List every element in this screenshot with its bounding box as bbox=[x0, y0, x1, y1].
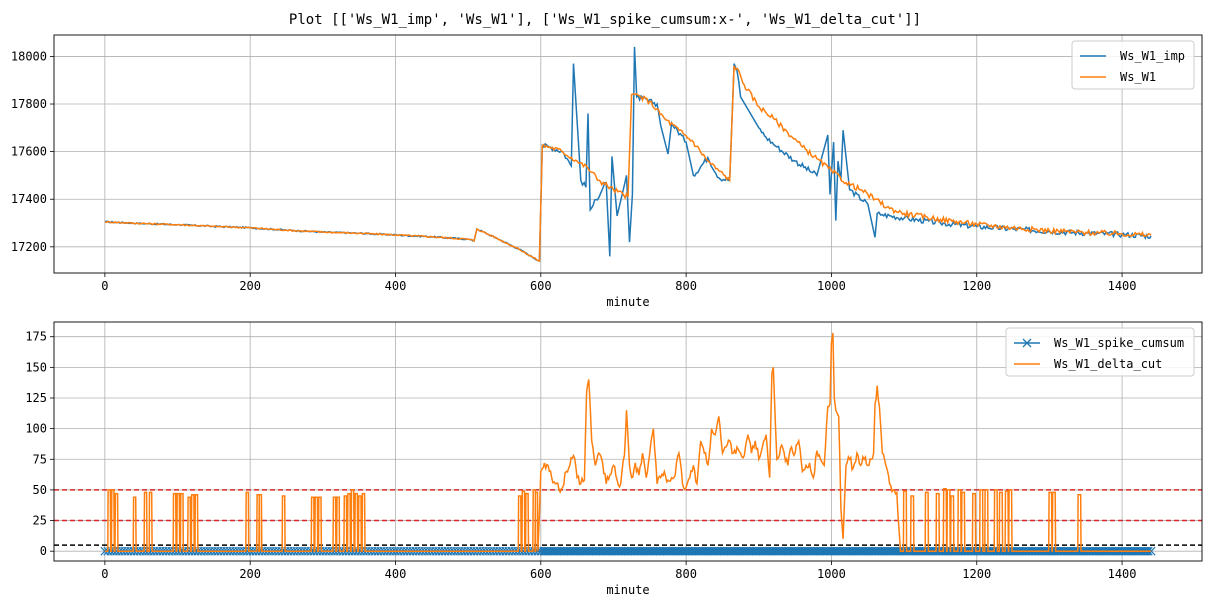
x-tick-label: 1400 bbox=[1108, 567, 1137, 581]
x-tick-label: 1000 bbox=[817, 567, 846, 581]
x-tick-label: 200 bbox=[239, 279, 261, 293]
x-tick-label: 800 bbox=[675, 279, 697, 293]
legend-label: Ws_W1_imp bbox=[1120, 49, 1185, 63]
y-tick-label: 50 bbox=[33, 483, 47, 497]
x-tick-label: 1000 bbox=[817, 279, 846, 293]
x-tick-label: 600 bbox=[530, 567, 552, 581]
series-line-ws-w1 bbox=[104, 65, 1152, 263]
axes-frame bbox=[53, 321, 1203, 562]
legend-box bbox=[1005, 327, 1195, 377]
spike-cumsum-marker bbox=[1146, 546, 1156, 556]
legend-marker bbox=[1022, 338, 1032, 348]
y-tick-label: 18000 bbox=[11, 49, 47, 63]
x-tick-label: 400 bbox=[385, 279, 407, 293]
y-tick-label: 150 bbox=[25, 360, 47, 374]
x-tick-label: 1400 bbox=[1108, 279, 1137, 293]
figure-title: Plot [['Ws_W1_imp', 'Ws_W1'], ['Ws_W1_sp… bbox=[289, 12, 921, 28]
x-tick-label: 0 bbox=[101, 279, 108, 293]
y-tick-label: 17600 bbox=[11, 145, 47, 159]
x-tick-label: 1200 bbox=[962, 279, 991, 293]
series-line-ws-w1-delta-cut bbox=[104, 332, 1152, 552]
x-tick-label: 600 bbox=[530, 279, 552, 293]
y-tick-label: 17800 bbox=[11, 97, 47, 111]
series-line-ws-w1-imp bbox=[104, 46, 1152, 263]
x-tick-label: 1200 bbox=[962, 567, 991, 581]
x-tick-label: 200 bbox=[239, 567, 261, 581]
y-tick-label: 25 bbox=[33, 514, 47, 528]
y-tick-label: 17200 bbox=[11, 240, 47, 254]
axes-frame bbox=[53, 34, 1203, 274]
x-tick-label: 400 bbox=[385, 567, 407, 581]
legend-label: Ws_W1_spike_cumsum bbox=[1054, 336, 1184, 350]
x-axis-label: minute bbox=[606, 295, 649, 309]
y-tick-label: 17400 bbox=[11, 192, 47, 206]
bottom-axes: 0 200 400 600 800 1000 1200 1400 0 25 50 75 100 125 15… bbox=[25, 321, 1203, 597]
y-tick-label: 0 bbox=[40, 544, 47, 558]
legend: Ws_W1_spike_cumsum Ws_W1_delta_cut bbox=[1005, 327, 1195, 377]
x-tick-label: 0 bbox=[101, 567, 108, 581]
x-tick-label: 800 bbox=[675, 567, 697, 581]
y-tick-label: 100 bbox=[25, 422, 47, 436]
plot-area bbox=[54, 332, 1202, 556]
y-tick-label: 175 bbox=[25, 330, 47, 344]
x-axis-label: minute bbox=[606, 583, 649, 597]
top-axes: 0 200 400 600 800 1000 1200 1400 17200 17400 17600… bbox=[11, 34, 1203, 309]
plot-area bbox=[104, 46, 1152, 263]
legend-label: Ws_W1 bbox=[1120, 70, 1156, 84]
y-tick-label: 125 bbox=[25, 391, 47, 405]
legend: Ws_W1_imp Ws_W1 bbox=[1071, 40, 1195, 90]
legend-label: Ws_W1_delta_cut bbox=[1054, 357, 1162, 371]
y-tick-label: 75 bbox=[33, 452, 47, 466]
